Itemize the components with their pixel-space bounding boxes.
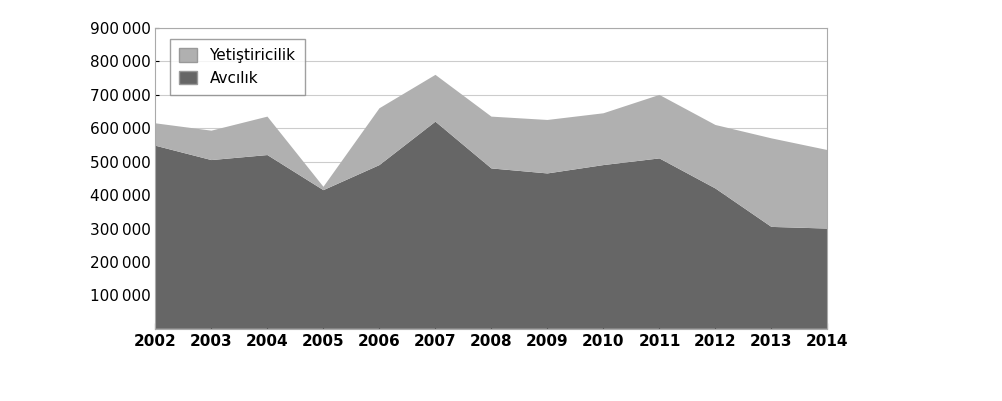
Legend: Yetiştiricilik, Avcılık: Yetiştiricilik, Avcılık <box>169 39 305 95</box>
